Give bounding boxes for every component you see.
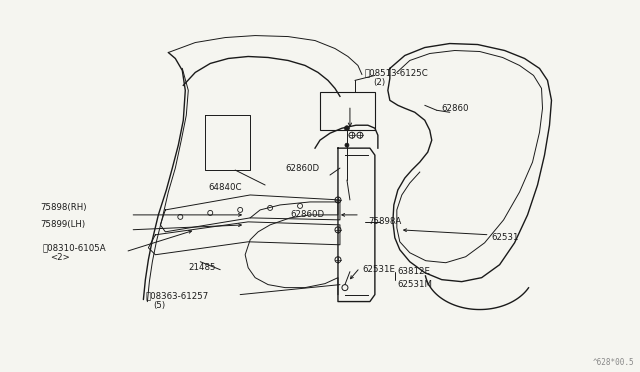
Text: 75898A: 75898A — [368, 217, 401, 227]
Text: Ⓢ08513-6125C: Ⓢ08513-6125C — [365, 68, 429, 77]
Text: 62860D: 62860D — [290, 211, 324, 219]
Text: Ⓢ08363-61257: Ⓢ08363-61257 — [145, 291, 209, 300]
Text: 62860D: 62860D — [285, 164, 319, 173]
Text: 75899(LH): 75899(LH) — [40, 220, 86, 230]
Text: ^628*00.5: ^628*00.5 — [593, 358, 634, 367]
Text: 75898(RH): 75898(RH) — [40, 203, 87, 212]
Text: 62531E: 62531E — [362, 265, 395, 274]
Bar — [320, 92, 375, 130]
Text: 21485: 21485 — [188, 263, 216, 272]
Text: Ⓢ08310-6105A: Ⓢ08310-6105A — [43, 243, 106, 252]
Circle shape — [345, 143, 349, 147]
Circle shape — [344, 126, 349, 131]
Text: (5): (5) — [154, 301, 166, 310]
Text: 63812E: 63812E — [398, 267, 431, 276]
Text: 64840C: 64840C — [208, 183, 242, 192]
Text: 62531M: 62531M — [398, 280, 433, 289]
Text: <2>: <2> — [51, 253, 70, 262]
Text: 62531: 62531 — [492, 233, 519, 242]
Text: (2): (2) — [373, 78, 385, 87]
Text: 62860: 62860 — [442, 104, 469, 113]
